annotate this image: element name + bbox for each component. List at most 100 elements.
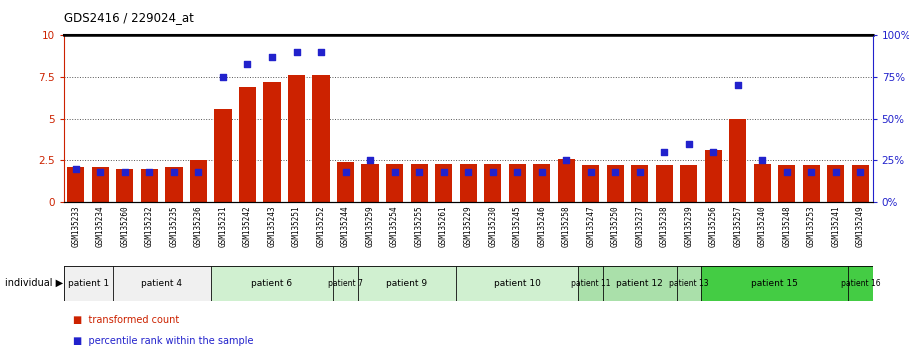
Text: GSM135261: GSM135261 <box>439 205 448 247</box>
Bar <box>606 165 624 202</box>
FancyBboxPatch shape <box>603 266 676 301</box>
Point <box>215 74 230 80</box>
Point <box>289 49 304 55</box>
Bar <box>141 169 158 202</box>
Bar <box>337 162 355 202</box>
Text: individual ▶: individual ▶ <box>5 278 63 288</box>
Text: GSM135247: GSM135247 <box>586 205 595 247</box>
FancyBboxPatch shape <box>113 266 211 301</box>
FancyBboxPatch shape <box>701 266 848 301</box>
Text: patient 12: patient 12 <box>616 279 664 288</box>
Bar <box>264 82 281 202</box>
Text: patient 15: patient 15 <box>751 279 798 288</box>
Bar <box>116 169 134 202</box>
Bar <box>508 164 525 202</box>
Bar <box>557 159 574 202</box>
Point <box>559 157 574 163</box>
Text: ■  percentile rank within the sample: ■ percentile rank within the sample <box>73 336 254 346</box>
Point <box>412 169 426 175</box>
Point <box>461 169 475 175</box>
Bar <box>852 165 869 202</box>
Text: GSM135243: GSM135243 <box>267 205 276 247</box>
Point <box>657 149 672 155</box>
Text: GSM135231: GSM135231 <box>218 205 227 247</box>
Text: GSM135241: GSM135241 <box>832 205 840 247</box>
Point <box>314 49 328 55</box>
Point <box>338 169 353 175</box>
Text: GSM135259: GSM135259 <box>365 205 375 247</box>
Bar <box>803 165 820 202</box>
FancyBboxPatch shape <box>358 266 456 301</box>
Text: patient 13: patient 13 <box>669 279 709 288</box>
Bar <box>460 164 476 202</box>
Point <box>117 169 132 175</box>
Text: GSM135246: GSM135246 <box>537 205 546 247</box>
Text: GSM135256: GSM135256 <box>709 205 718 247</box>
Text: GSM135249: GSM135249 <box>856 205 864 247</box>
Text: GSM135245: GSM135245 <box>513 205 522 247</box>
Bar <box>435 164 452 202</box>
Point <box>608 169 623 175</box>
Point <box>706 149 721 155</box>
Point <box>363 157 377 163</box>
Text: GSM135233: GSM135233 <box>72 205 80 247</box>
Point <box>829 169 844 175</box>
Bar <box>729 119 746 202</box>
Text: GSM135236: GSM135236 <box>194 205 203 247</box>
Bar <box>754 164 771 202</box>
Point <box>804 169 819 175</box>
Text: GSM135253: GSM135253 <box>807 205 816 247</box>
Point <box>142 169 156 175</box>
Point <box>387 169 402 175</box>
Bar <box>484 164 501 202</box>
Point <box>854 169 868 175</box>
Point <box>755 157 770 163</box>
Text: GSM135240: GSM135240 <box>758 205 767 247</box>
FancyBboxPatch shape <box>64 266 113 301</box>
Text: GSM135230: GSM135230 <box>488 205 497 247</box>
Text: GSM135251: GSM135251 <box>292 205 301 247</box>
Text: GSM135257: GSM135257 <box>734 205 743 247</box>
Point <box>584 169 598 175</box>
Point <box>68 166 83 171</box>
Text: GSM135248: GSM135248 <box>783 205 792 247</box>
Text: GSM135254: GSM135254 <box>390 205 399 247</box>
Point <box>510 169 524 175</box>
Bar <box>313 75 330 202</box>
Text: GSM135237: GSM135237 <box>635 205 644 247</box>
Text: GSM135235: GSM135235 <box>169 205 178 247</box>
Bar <box>582 165 599 202</box>
Bar <box>827 165 844 202</box>
Bar <box>778 165 795 202</box>
Point <box>436 169 451 175</box>
Point <box>682 141 696 147</box>
Text: GSM135229: GSM135229 <box>464 205 473 247</box>
Bar <box>165 167 183 202</box>
Bar <box>631 165 648 202</box>
Text: ■  transformed count: ■ transformed count <box>73 315 179 325</box>
Bar <box>704 150 722 202</box>
Point <box>191 169 205 175</box>
Bar <box>67 167 85 202</box>
Point <box>265 54 279 60</box>
Bar <box>190 160 207 202</box>
FancyBboxPatch shape <box>334 266 358 301</box>
Point <box>633 169 647 175</box>
Bar <box>411 164 427 202</box>
Text: patient 4: patient 4 <box>141 279 182 288</box>
FancyBboxPatch shape <box>848 266 873 301</box>
Bar <box>386 164 404 202</box>
Text: patient 11: patient 11 <box>571 279 611 288</box>
FancyBboxPatch shape <box>676 266 701 301</box>
Text: GSM135234: GSM135234 <box>96 205 105 247</box>
Text: patient 7: patient 7 <box>328 279 363 288</box>
Point <box>485 169 500 175</box>
FancyBboxPatch shape <box>456 266 578 301</box>
Point <box>780 169 794 175</box>
Bar <box>215 109 232 202</box>
Bar <box>239 87 256 202</box>
Point <box>534 169 549 175</box>
Text: GSM135258: GSM135258 <box>562 205 571 247</box>
Point <box>731 82 745 88</box>
Bar <box>533 164 550 202</box>
